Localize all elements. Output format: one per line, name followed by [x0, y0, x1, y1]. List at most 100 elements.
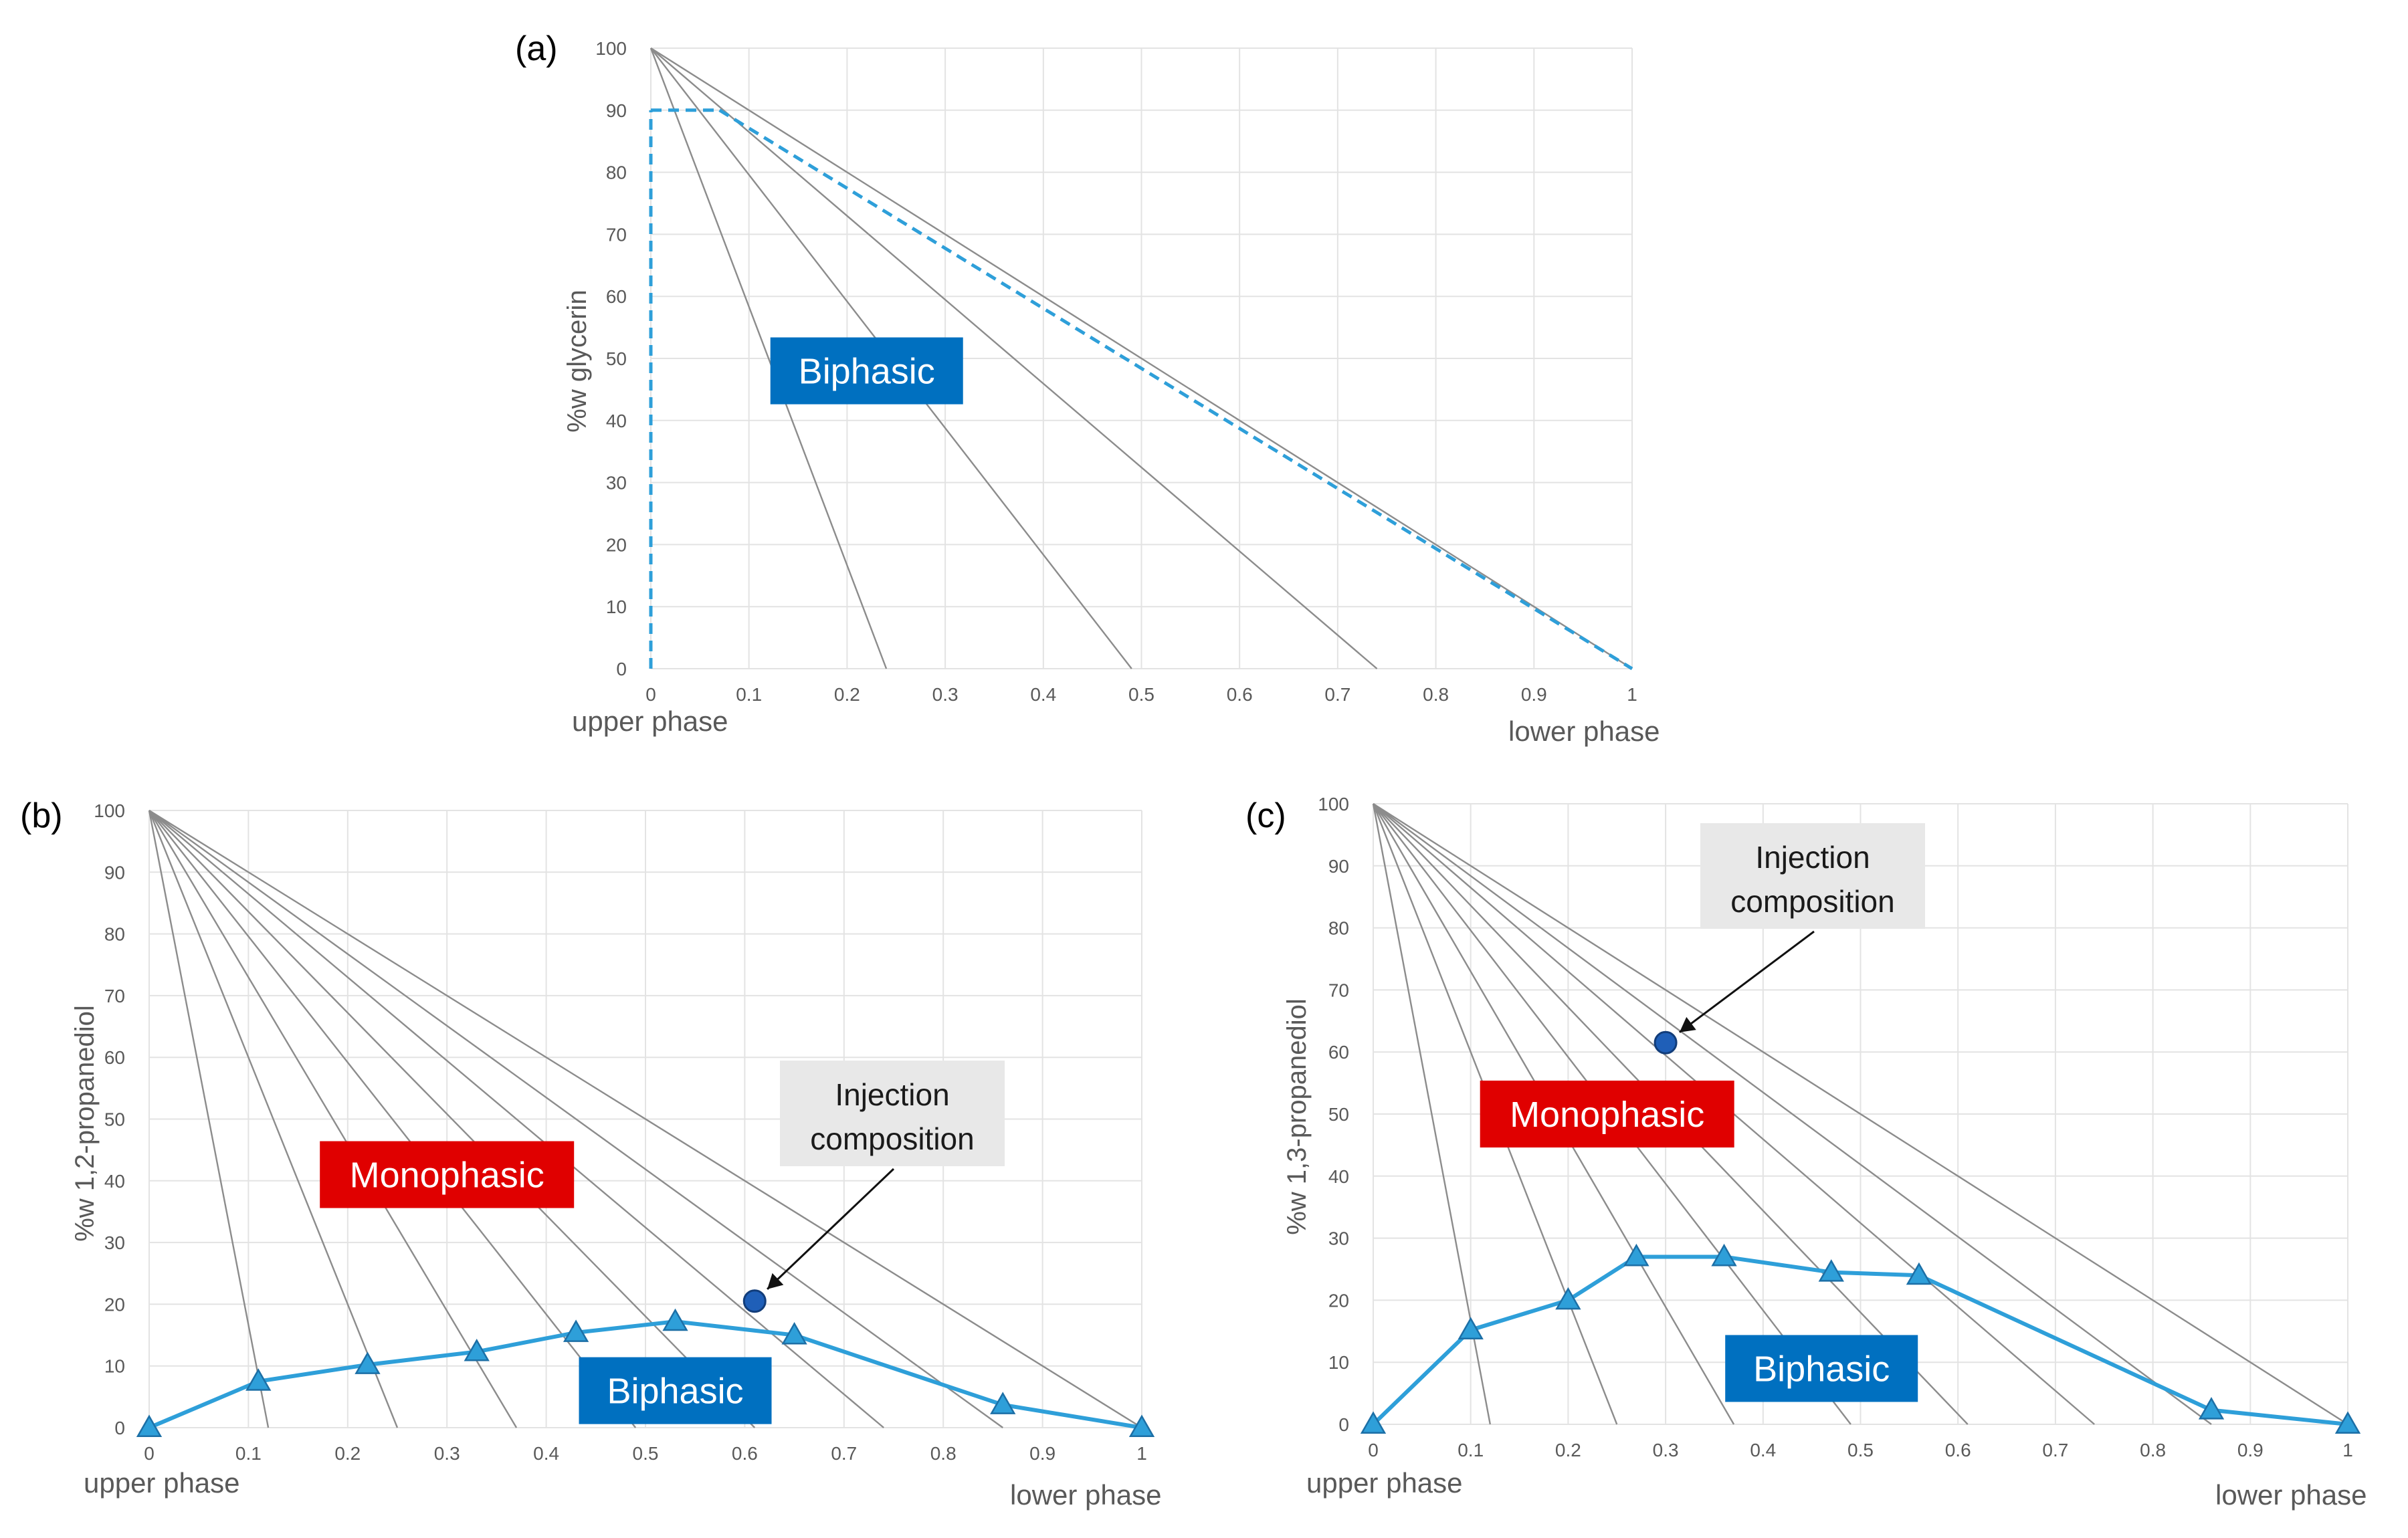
region-biphasic-label: Biphasic: [770, 337, 963, 405]
region-monophasic-label: Monophasic: [320, 1141, 575, 1208]
data-point-triangle: [563, 1319, 589, 1342]
tie-line: [148, 809, 1142, 1429]
y-tick-label: 60: [104, 1047, 125, 1068]
y-tick-label: 50: [1328, 1104, 1349, 1125]
x-tick-label: 0.2: [1555, 1440, 1581, 1460]
x-tick-label: 1: [1627, 684, 1637, 705]
y-tick-label: 40: [104, 1171, 125, 1192]
x-tick-label: 0.1: [235, 1443, 262, 1464]
panel-c-binodal-curve: [1360, 1243, 2361, 1434]
y-tick-label: 30: [1328, 1228, 1349, 1249]
data-point-triangle: [2198, 1397, 2225, 1420]
tie-line: [650, 47, 1378, 669]
y-tick-label: 90: [104, 862, 125, 883]
panel-b-y-axis-label: %w 1,2-propanediol: [70, 1005, 100, 1242]
panel-c-y-axis-label: %w 1,3-propanediol: [1282, 998, 1312, 1235]
panel-a-ticks: 0 0.1 0.2 0.3 0.4 0.5 0.6 0.7 0.8 0.9 101020304050…: [595, 38, 1637, 705]
panel-a-boundary: [649, 108, 1633, 671]
y-tick-label: 80: [104, 924, 125, 945]
region-biphasic-label: Biphasic: [1725, 1335, 1918, 1402]
data-point-triangle: [990, 1392, 1016, 1414]
panel-a-label: (a): [515, 29, 558, 68]
y-tick-label: 0: [114, 1418, 125, 1438]
x-tick-label: 0.8: [2140, 1440, 2166, 1460]
y-tick-label: 70: [1328, 980, 1349, 1000]
x-tick-label: 0.1: [1458, 1440, 1484, 1460]
injection-callout-text: Injection: [1755, 840, 1870, 875]
x-tick-label: 0.3: [1653, 1440, 1679, 1460]
y-tick-label: 0: [616, 659, 627, 679]
panel-b-lower-phase-label: lower phase: [1010, 1479, 1161, 1511]
panel-a: 0 0.1 0.2 0.3 0.4 0.5 0.6 0.7 0.8 0.9 101020304050…: [515, 29, 1660, 747]
region-box: [579, 1357, 772, 1424]
x-tick-label: 0.6: [1227, 684, 1253, 705]
y-tick-label: 30: [104, 1232, 125, 1253]
injection-arrow-head: [767, 1273, 784, 1289]
panel-b-injection: Injection composition: [742, 1061, 1005, 1313]
y-tick-label: 40: [606, 411, 627, 431]
tie-line: [148, 810, 518, 1428]
data-point-triangle: [355, 1351, 381, 1374]
x-tick-label: 0.7: [831, 1443, 857, 1464]
y-tick-label: 10: [606, 596, 627, 617]
panel-a-regions: Biphasic: [770, 337, 963, 405]
injection-callout-box: [780, 1061, 1005, 1166]
x-tick-label: 0.2: [334, 1443, 361, 1464]
data-point-triangle: [136, 1414, 163, 1437]
x-tick-label: 0.4: [533, 1443, 559, 1464]
data-point-triangle: [781, 1322, 807, 1345]
data-point-triangle: [662, 1308, 688, 1331]
region-text: Biphasic: [1753, 1349, 1890, 1389]
y-tick-label: 100: [94, 800, 125, 821]
region-box: [1480, 1081, 1734, 1147]
y-tick-label: 0: [1338, 1414, 1349, 1435]
y-tick-label: 80: [1328, 918, 1349, 939]
data-point-triangle: [1128, 1414, 1155, 1437]
tie-line: [148, 810, 399, 1428]
panel-c-label: (c): [1245, 796, 1286, 835]
x-tick-label: 0.6: [732, 1443, 758, 1464]
x-tick-label: 0: [144, 1443, 155, 1464]
tie-line: [148, 810, 884, 1428]
panel-b-ticks: 0 0.1 0.2 0.3 0.4 0.5 0.6 0.7 0.8 0.9 101020304050…: [94, 800, 1147, 1464]
panel-c-injection: Injection composition: [1653, 823, 1925, 1055]
y-tick-label: 20: [1328, 1290, 1349, 1311]
data-point-triangle: [464, 1338, 490, 1361]
x-tick-label: 0.9: [1029, 1443, 1056, 1464]
panel-c-lower-phase-label: lower phase: [2215, 1479, 2367, 1511]
injection-point: [1653, 1030, 1678, 1055]
tie-line: [1373, 803, 2212, 1425]
panel-c-ticks: 0 0.1 0.2 0.3 0.4 0.5 0.6 0.7 0.8 0.9 101020304050…: [1318, 794, 2353, 1460]
x-tick-label: 0: [1368, 1440, 1379, 1460]
data-point-triangle: [1458, 1317, 1484, 1339]
data-point-triangle: [1360, 1411, 1387, 1434]
tie-line: [148, 810, 1003, 1428]
region-monophasic-label: Monophasic: [1480, 1081, 1734, 1147]
x-tick-label: 0.7: [1324, 684, 1350, 705]
y-tick-label: 90: [606, 100, 627, 121]
region-box: [320, 1141, 575, 1208]
tie-line: [148, 810, 270, 1428]
x-tick-label: 0.3: [932, 684, 959, 705]
tie-line: [1373, 802, 2348, 1426]
x-tick-label: 0.1: [736, 684, 762, 705]
panel-b-binodal-curve: [136, 1308, 1155, 1437]
injection-point: [742, 1289, 767, 1313]
injection-callout-text: composition: [1730, 884, 1894, 919]
tie-line: [649, 47, 888, 669]
y-tick-label: 20: [104, 1294, 125, 1315]
region-box: [770, 337, 963, 405]
region-text: Monophasic: [350, 1156, 544, 1196]
panel-a-y-axis-label: %w glycerin: [563, 290, 592, 432]
x-tick-label: 0.5: [1128, 684, 1155, 705]
panel-a-lower-phase-label: lower phase: [1508, 716, 1660, 747]
panel-b: 0 0.1 0.2 0.3 0.4 0.5 0.6 0.7 0.8 0.9 101020304050…: [20, 796, 1161, 1511]
x-tick-label: 0.3: [434, 1443, 460, 1464]
injection-callout-text: composition: [810, 1121, 974, 1156]
y-tick-label: 50: [104, 1109, 125, 1130]
y-tick-label: 50: [606, 348, 627, 369]
y-tick-label: 30: [606, 473, 627, 493]
x-tick-label: 0.7: [2042, 1440, 2068, 1460]
y-tick-label: 100: [595, 38, 627, 59]
